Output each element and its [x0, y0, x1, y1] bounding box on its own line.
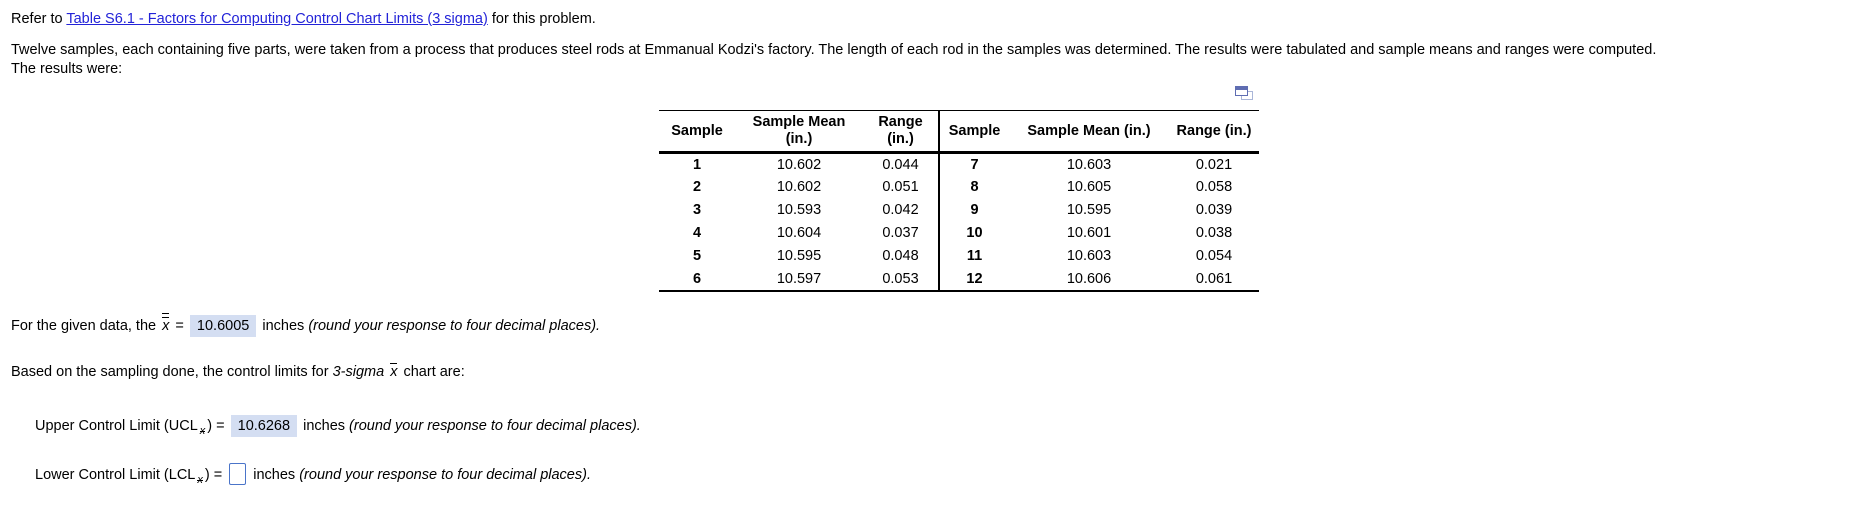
based-prefix: Based on the sampling done, the control … — [11, 364, 333, 380]
cell-mean: 10.606 — [1066, 270, 1112, 287]
cell-mean: 10.605 — [1066, 179, 1112, 195]
problem-statement-line1: Twelve samples, each containing five par… — [11, 42, 1657, 58]
header-sample-right: Sample — [939, 110, 1009, 154]
cell-mean: 10.597 — [776, 270, 822, 287]
control-limits-intro-line: Based on the sampling done, the control … — [11, 363, 465, 380]
lcl-answer-line: Lower Control Limit (LCL x) = inches (rou… — [35, 463, 591, 485]
xbarbar-equals: = — [171, 318, 188, 334]
ucl-unit: inches — [299, 418, 350, 434]
cell-mean: 10.593 — [776, 202, 822, 218]
header-mean-left: Sample Mean (in.) — [735, 110, 863, 154]
based-suffix: chart are: — [399, 364, 465, 380]
header-range-right: Range (in.) — [1169, 110, 1259, 154]
three-sigma-label: 3-sigma — [332, 364, 389, 380]
table-row: 4 10.604 0.037 10 10.601 0.038 — [659, 221, 1259, 245]
xbarbar-answer-value[interactable]: 10.6005 — [189, 315, 257, 337]
cell-mean: 10.604 — [776, 225, 822, 241]
table-row: 2 10.602 0.051 8 10.605 0.058 — [659, 175, 1259, 199]
cell-sample: 6 — [692, 270, 702, 287]
cell-range: 0.021 — [1195, 156, 1233, 173]
cell-range: 0.042 — [863, 198, 940, 222]
cell-mean: 10.595 — [1066, 202, 1112, 218]
ucl-answer-value[interactable]: 10.6268 — [230, 415, 298, 437]
header-range-left: Range (in.) — [863, 110, 940, 154]
lcl-xbar-subscript: x — [197, 473, 203, 486]
ucl-equals: ) = — [207, 418, 229, 434]
xbarbar-unit: inches — [258, 318, 309, 334]
cell-sample: 1 — [692, 156, 702, 173]
cell-range: 0.037 — [863, 221, 940, 245]
lcl-equals: ) = — [204, 467, 227, 483]
cell-mean: 10.602 — [776, 156, 822, 173]
problem-statement-line2: The results were: — [11, 60, 123, 77]
ucl-rounding-note: (round your response to four decimal pla… — [349, 418, 641, 434]
lcl-answer-input[interactable] — [229, 463, 247, 485]
ucl-xbar-subscript: x — [199, 424, 206, 437]
ucl-answer-line: Upper Control Limit (UCL x) = 10.6268 inc… — [35, 415, 641, 437]
refer-line: Refer to Table S6.1 - Factors for Comput… — [11, 11, 596, 27]
xbarbar-prefix: For the given data, the — [11, 318, 161, 334]
cell-range: 0.051 — [863, 175, 940, 199]
table-row: 3 10.593 0.042 9 10.595 0.039 — [659, 198, 1259, 222]
cell-sample: 8 — [970, 179, 979, 195]
cell-sample: 4 — [692, 225, 702, 241]
x-double-bar-symbol: x — [162, 313, 170, 334]
cell-sample: 7 — [970, 156, 979, 173]
cell-mean: 10.603 — [1066, 248, 1112, 264]
table-row: 6 10.597 0.053 12 10.606 0.061 — [659, 267, 1259, 291]
cell-mean: 10.595 — [776, 248, 822, 264]
header-mean-right: Sample Mean (in.) — [1009, 110, 1169, 154]
lcl-label: Lower Control Limit (LCL — [35, 467, 196, 483]
cell-range: 0.044 — [863, 152, 940, 176]
header-sample-left: Sample — [659, 110, 735, 154]
table-row: 5 10.595 0.048 11 10.603 0.054 — [659, 244, 1259, 268]
copy-icon[interactable] — [1235, 86, 1255, 102]
cell-sample: 2 — [692, 179, 702, 195]
cell-range: 0.053 — [863, 267, 940, 291]
samples-table: Sample Sample Mean (in.) Range (in.) Sam… — [659, 110, 1259, 292]
cell-sample: 10 — [966, 225, 983, 241]
cell-range: 0.058 — [1195, 179, 1233, 195]
cell-range: 0.061 — [1195, 270, 1233, 287]
cell-range: 0.039 — [1195, 202, 1233, 218]
lcl-rounding-note: (round your response to four decimal pla… — [299, 467, 591, 483]
xbarbar-answer-line: For the given data, the x = 10.6005 inch… — [11, 313, 601, 337]
problem-statement: Twelve samples, each containing five par… — [11, 41, 1861, 78]
cell-sample: 12 — [966, 270, 983, 287]
table-s61-link[interactable]: Table S6.1 - Factors for Computing Contr… — [66, 11, 488, 27]
cell-mean: 10.602 — [776, 179, 822, 195]
lcl-unit: inches — [249, 467, 300, 483]
cell-mean: 10.601 — [1066, 225, 1112, 241]
xbarbar-rounding-note: (round your response to four decimal pla… — [308, 318, 601, 334]
cell-range: 0.038 — [1195, 225, 1233, 241]
refer-prefix: Refer to — [11, 11, 67, 27]
cell-sample: 9 — [970, 202, 979, 218]
x-bar-symbol: x — [390, 363, 398, 380]
refer-suffix: for this problem. — [487, 11, 596, 27]
cell-range: 0.054 — [1195, 248, 1233, 264]
cell-sample: 11 — [966, 248, 983, 264]
ucl-label: Upper Control Limit (UCL — [35, 418, 198, 434]
cell-range: 0.048 — [863, 244, 940, 268]
cell-sample: 5 — [692, 248, 702, 264]
cell-mean: 10.603 — [1066, 156, 1112, 173]
table-row: 1 10.602 0.044 7 10.603 0.021 — [659, 152, 1259, 176]
table-header-row: Sample Sample Mean (in.) Range (in.) Sam… — [659, 110, 1259, 154]
copy-icon-front-window — [1235, 86, 1248, 96]
cell-sample: 3 — [692, 202, 702, 218]
